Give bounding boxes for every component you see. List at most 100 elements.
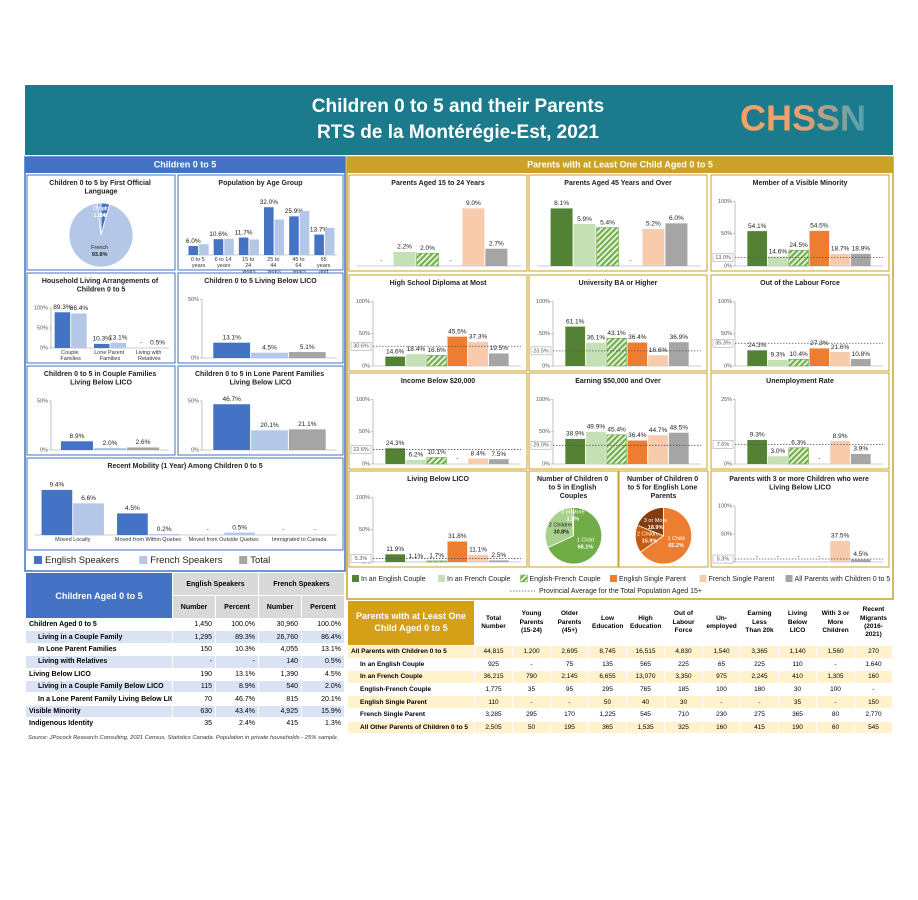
- data-label: 2.0%: [103, 440, 118, 447]
- table-cell: 8,745: [588, 645, 627, 659]
- data-label: 61.1%: [566, 318, 585, 325]
- pie-value: 1.8%: [93, 213, 106, 219]
- data-label: -: [798, 554, 800, 561]
- column-header: Recent Migrants (2016-2021): [854, 600, 893, 646]
- data-label: 8.9%: [70, 433, 85, 440]
- table-cell: 3,350: [664, 670, 703, 684]
- bar: [850, 253, 871, 266]
- data-label: 4.5%: [853, 551, 868, 558]
- table-cell: 2,695: [550, 645, 589, 659]
- data-label: 1.1%: [409, 553, 424, 560]
- table-cell: 195: [550, 720, 589, 735]
- bar: [468, 341, 488, 366]
- y-tick-label: 0%: [724, 263, 732, 269]
- x-tick-label: Moved from Within Quebec: [115, 537, 182, 543]
- chart-title: Household Living Arrangements of Childre…: [42, 278, 160, 294]
- bar: [41, 489, 73, 535]
- data-label: -: [282, 527, 284, 534]
- row-label: Living Below LICO: [25, 667, 173, 681]
- pie-value: 30.8%: [554, 530, 570, 536]
- data-label: -: [777, 554, 779, 561]
- table-title: Parents with at Least One Child Aged 0 t…: [347, 600, 475, 646]
- table-cell: 2.4%: [215, 717, 259, 731]
- table-cell: 160: [702, 720, 741, 735]
- table-cell: 1,200: [512, 645, 551, 659]
- data-label: 5.9%: [577, 216, 592, 223]
- table-cell: 115: [172, 679, 216, 694]
- column-header: With 3 or More Children: [816, 600, 855, 646]
- y-tick-label: 0%: [362, 461, 370, 467]
- y-tick-label: 100%: [536, 299, 550, 305]
- left-table: Children Aged 0 to 5 English Speakers Fren…: [25, 572, 345, 731]
- pie-label: 3 or More: [561, 509, 585, 515]
- table-row: Visible Minority 630 43.4% 4,925 15.9%: [25, 704, 345, 719]
- table-cell: 545: [854, 720, 893, 735]
- table-cell: 30: [664, 695, 703, 709]
- section-header: [25, 157, 345, 173]
- y-tick-label: 0%: [191, 447, 199, 453]
- legend-label: English Single Parent: [619, 576, 686, 583]
- data-label: 6.0%: [669, 215, 684, 222]
- table-cell: 1,390: [258, 667, 302, 681]
- y-tick-label: 25%: [721, 397, 732, 403]
- pie-value: 1.1%: [567, 516, 580, 522]
- legend-swatch: [139, 556, 148, 564]
- chart-title: Children 0 to 5 Living Below LICO: [204, 278, 317, 285]
- column-header: Out of Labour Force: [664, 600, 703, 646]
- data-label: 4.5%: [262, 344, 277, 351]
- y-tick-label: 50%: [721, 331, 732, 337]
- bar: [93, 343, 110, 348]
- bar: [110, 342, 127, 348]
- table-cell: 270: [854, 645, 893, 659]
- bar: [586, 431, 606, 464]
- data-label: 24.3%: [748, 342, 767, 349]
- bar: [426, 354, 447, 367]
- bar: [447, 541, 468, 562]
- data-label: 45.4%: [607, 426, 626, 433]
- chart-frame: [348, 372, 528, 470]
- table-cell: 150: [172, 642, 216, 657]
- legend-swatch: [34, 556, 42, 564]
- data-label: 0.2%: [157, 526, 172, 533]
- average-label: 35.3%: [715, 341, 731, 347]
- chart-title: Parents Aged 45 Years and Over: [564, 180, 672, 187]
- bar: [668, 432, 689, 464]
- table-row: Children Aged 0 to 5 1,450 100.0% 30,960 100…: [25, 617, 345, 632]
- bar: [289, 216, 299, 255]
- data-label: 54.5%: [810, 223, 829, 230]
- data-label: 8.9%: [833, 433, 848, 440]
- table-cell: 44,815: [474, 645, 513, 659]
- data-label: 10.6%: [209, 231, 228, 238]
- data-label: 8.4%: [471, 450, 486, 457]
- bar: [238, 237, 249, 255]
- column-header: Earning Less Than 20k: [740, 600, 779, 646]
- row-label: Visible Minority: [25, 704, 173, 719]
- table-cell: 540: [258, 679, 302, 694]
- data-label: 49.9%: [587, 424, 606, 431]
- table-cell: 225: [664, 657, 703, 672]
- table-cell: 60: [816, 720, 855, 735]
- data-label: 6.3%: [791, 439, 806, 446]
- column-header: Living Below LICO: [778, 600, 817, 646]
- bar: [642, 229, 665, 266]
- section-title: Parents with at Least One Child Aged 0 t…: [527, 159, 713, 169]
- table-cell: 4,055: [258, 642, 302, 657]
- right-table: Parents with at Least One Child Aged 0 t…: [347, 600, 893, 735]
- y-tick-label: 0%: [191, 355, 199, 361]
- table-cell: -: [816, 695, 855, 709]
- x-tick-label: Couple Families: [60, 350, 81, 362]
- bar: [565, 326, 586, 366]
- group-header: French Speakers: [258, 572, 345, 596]
- table-cell: 1,450: [172, 617, 216, 632]
- y-tick-label: 50%: [188, 398, 199, 404]
- legend-label: In an French Couple: [447, 576, 511, 583]
- table-cell: 40: [626, 695, 665, 709]
- chart-title: Children 0 to 5 in Lone Parent Families …: [195, 371, 326, 387]
- table-cell: 26,760: [258, 630, 302, 644]
- table-cell: -: [215, 655, 259, 669]
- data-label: 6.0%: [186, 238, 201, 245]
- chart-frame: [177, 174, 344, 271]
- table-cell: 2,770: [854, 707, 893, 722]
- table-cell: 1,535: [626, 720, 665, 735]
